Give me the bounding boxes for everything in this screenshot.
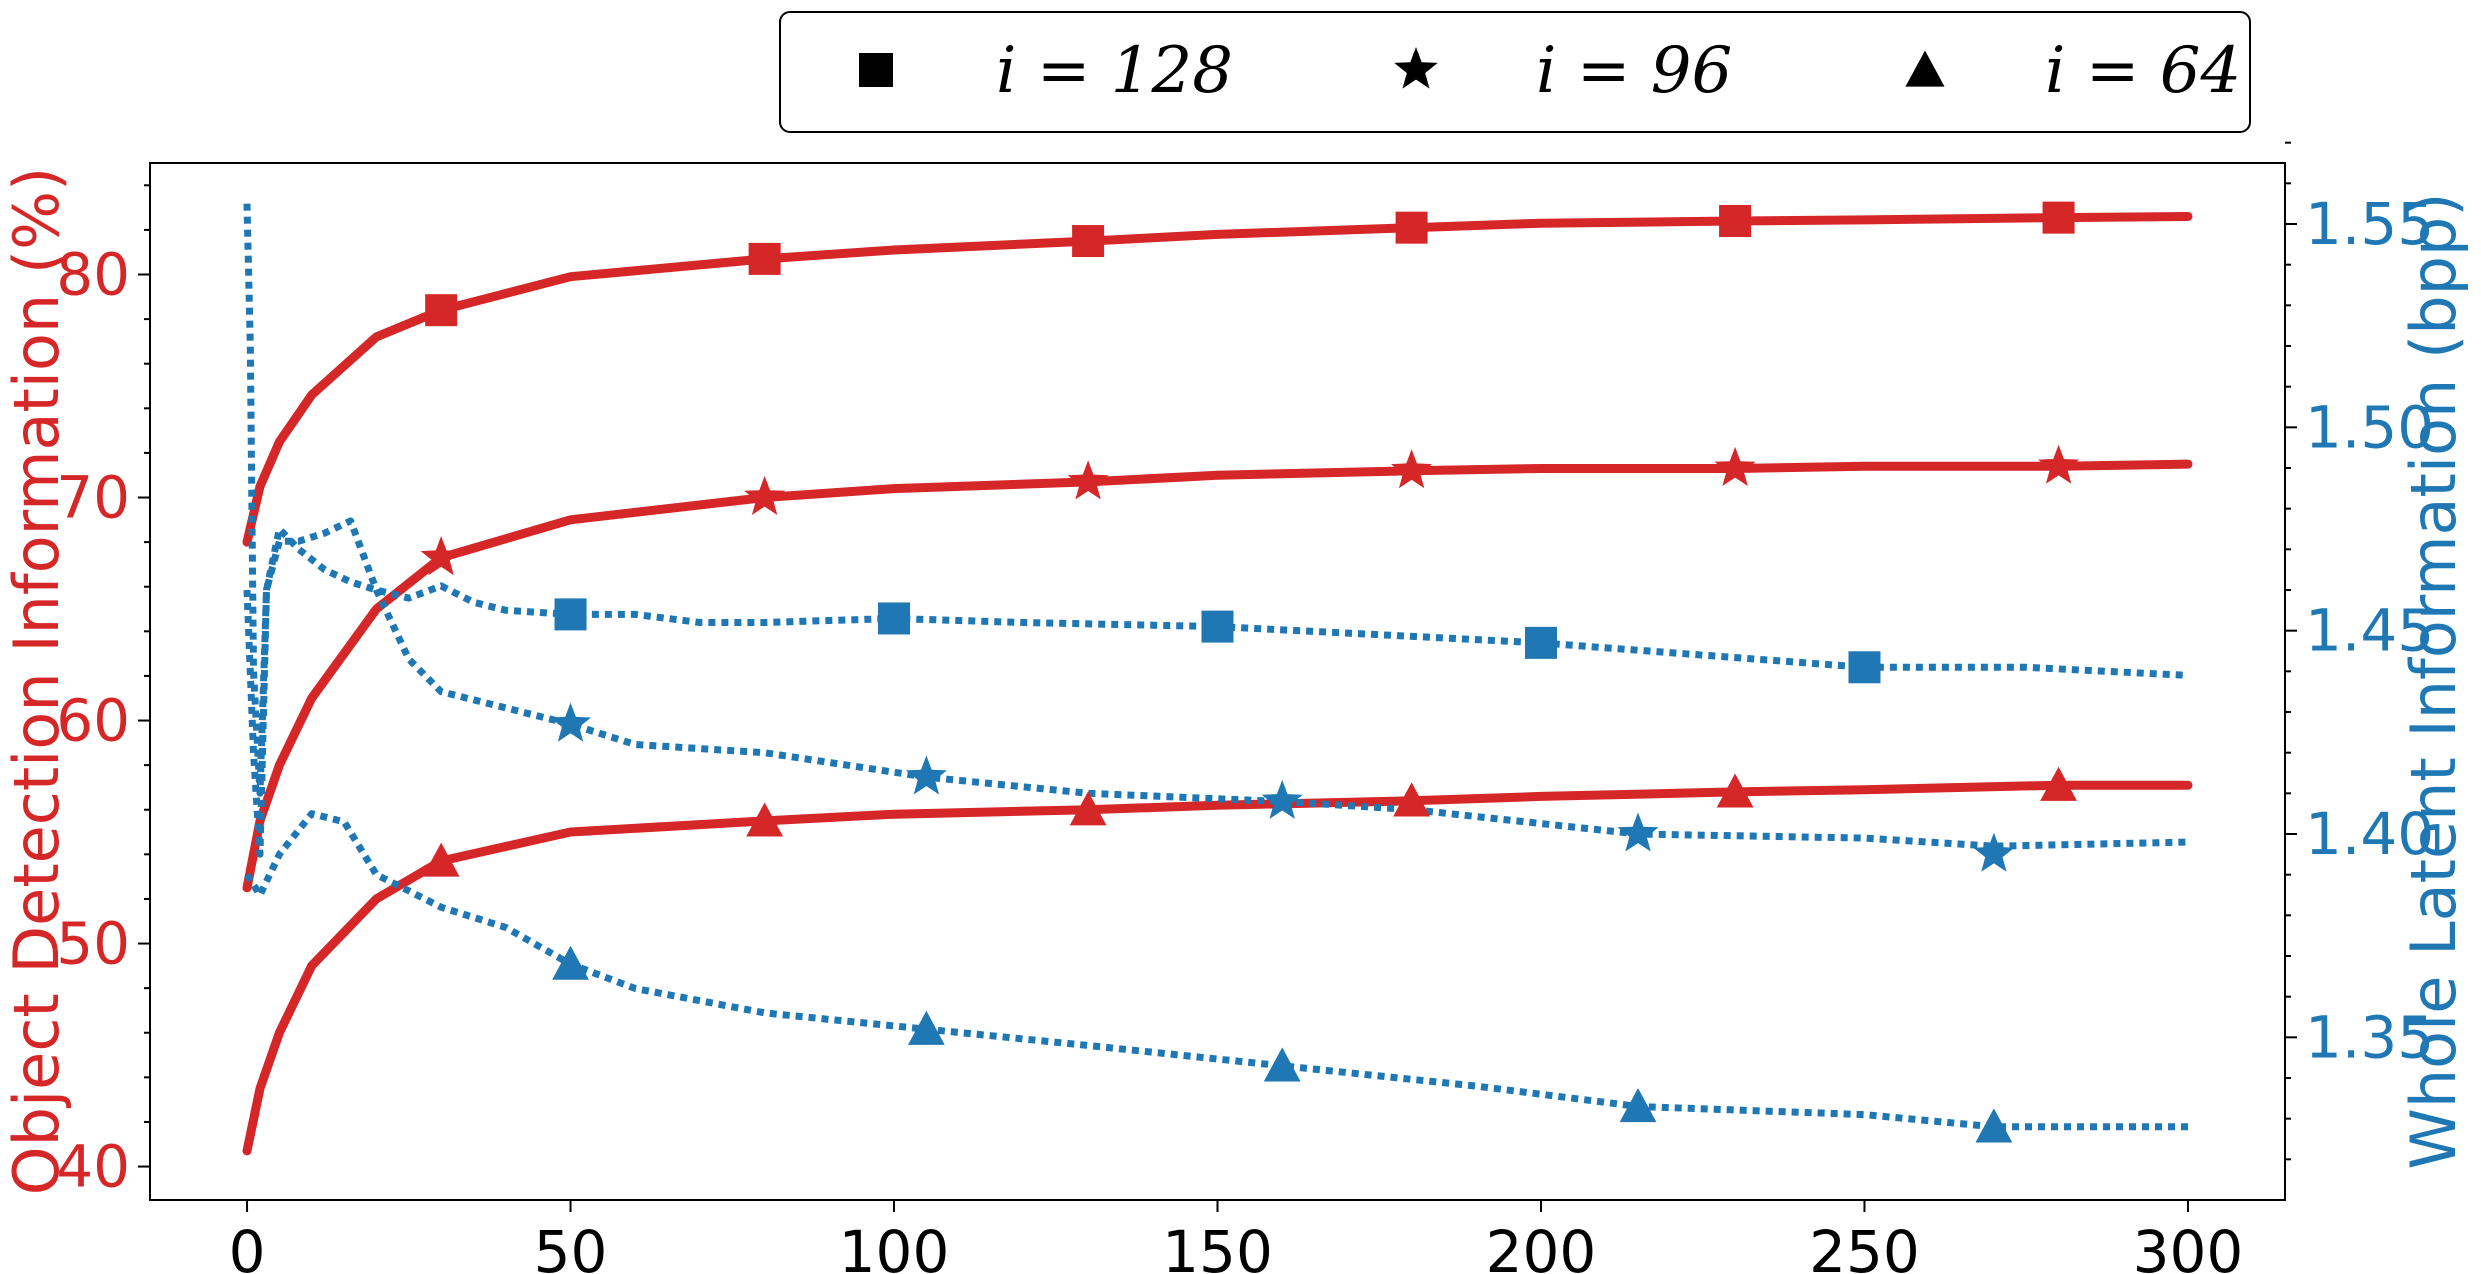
x-tick-label: 50 [534,1218,608,1274]
latent-marker-square [1524,626,1557,659]
latent-line-square [243,203,2189,797]
detection-marker-star [420,536,462,576]
legend-box [779,11,2251,133]
legend-label-square: i = 128 [996,34,1233,108]
x-tick-label: 200 [1486,1218,1597,1274]
detection-marker-star [1714,446,1756,486]
latent-marker-square [878,602,911,635]
detection-marker-triangle [1069,791,1107,826]
x-tick-label: 0 [229,1218,266,1274]
right-y-tick-label: 1.50 [2305,393,2434,461]
x-tick-label: 250 [1809,1218,1920,1274]
left-y-tick-label: 40 [56,1133,130,1201]
right-y-tick-label: 1.35 [2305,1003,2434,1071]
left-y-tick-label: 70 [56,464,130,532]
plot-frame [149,162,2286,1201]
left-y-tick-label: 60 [56,687,130,755]
latent-marker-square [1201,610,1234,643]
detection-marker-triangle [422,842,460,877]
latent-marker-square [554,598,587,631]
detection-marker-triangle [1393,782,1430,817]
detection-line-star [242,459,2193,893]
latent-marker-triangle [1975,1108,2013,1143]
legend-label-triangle: i = 64 [2045,34,2241,108]
latent-line-triangle [244,810,2188,1131]
detection-marker-triangle [1716,773,1754,808]
detection-marker-star [2038,444,2080,484]
detection-marker-square [1072,225,1105,258]
x-tick-label: 100 [839,1218,950,1274]
detection-marker-square [425,294,458,327]
legend-label-star: i = 96 [1536,34,1732,108]
legend-star-icon [1394,47,1438,89]
legend-square-icon [859,53,893,87]
legend: i = 128 i = 96 i = 64 [779,11,2251,133]
right-y-tick-label: 1.45 [2305,597,2434,665]
latent-marker-triangle [907,1010,945,1045]
latent-marker-star [1261,779,1303,819]
detection-marker-star [1067,460,1109,500]
detection-marker-triangle [746,802,784,837]
detection-marker-triangle [2040,766,2077,801]
right-y-tick-label: 1.55 [2305,190,2434,258]
x-tick-label: 300 [2133,1218,2244,1274]
legend-triangle-icon [1905,50,1945,87]
latent-line-star [243,517,2189,858]
latent-marker-square [1848,651,1881,684]
left-y-tick-label: 80 [56,241,130,309]
left-axis-label: Object Detection Information (%) [0,167,73,1195]
detection-marker-star [1391,449,1433,489]
axes-layer: 0 50 100 150 200 250 300 40 50 60 70 80 1.35 1.40 1.45… [56,141,2434,1274]
detection-marker-square [2042,201,2075,234]
left-y-tick-label: 50 [56,910,130,978]
detection-marker-square [1395,211,1428,244]
marker-layer [420,201,2080,1143]
detection-line-triangle [242,780,2193,1156]
right-axis-label: Whole Latent Information (bpp) [2397,193,2470,1170]
latent-marker-star [905,755,947,795]
detection-marker-square [748,242,781,275]
latent-marker-star [550,702,592,742]
latent-marker-triangle [1619,1088,1657,1123]
right-y-tick-label: 1.40 [2305,800,2434,868]
detection-marker-square [1719,204,1752,237]
x-tick-label: 150 [1162,1218,1273,1274]
detection-marker-star [744,475,786,515]
latent-marker-triangle [1263,1047,1301,1082]
latent-marker-star [1973,832,2015,872]
detection-line-square [242,212,2193,547]
latent-marker-star [1617,812,1659,852]
latent-marker-triangle [552,945,589,980]
series-layer [242,203,2193,1156]
